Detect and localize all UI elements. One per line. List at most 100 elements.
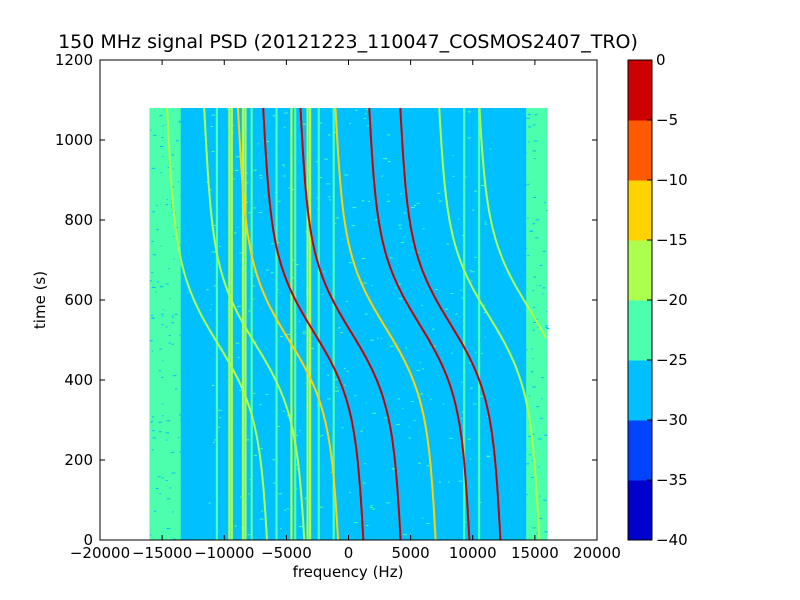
heatmap-cell <box>502 455 507 457</box>
heatmap-cell <box>180 485 183 487</box>
heatmap-cell <box>532 358 534 360</box>
heatmap-cell <box>164 204 169 206</box>
heatmap-cell <box>408 437 412 439</box>
heatmap-cell <box>519 419 522 421</box>
heatmap-cell <box>180 267 183 269</box>
heatmap-cell <box>253 275 255 277</box>
heatmap-cell <box>489 148 492 150</box>
heatmap-cell <box>426 465 429 467</box>
heatmap-cell <box>506 239 508 241</box>
heatmap-cell <box>541 377 544 379</box>
heatmap-cell <box>416 202 420 204</box>
heatmap-cell <box>201 369 204 371</box>
heatmap-cell <box>156 281 160 283</box>
heatmap-cell <box>433 345 436 347</box>
heatmap-cell <box>398 283 402 285</box>
colorbar: −40 −35 −30 −25 −20 −15 −10 −5 0 <box>627 51 688 549</box>
heatmap-cell <box>495 348 498 350</box>
heatmap-cell <box>178 121 181 123</box>
heatmap-cell <box>299 525 303 527</box>
heatmap-cell <box>197 132 200 134</box>
heatmap-cell <box>525 349 528 351</box>
heatmap-cell <box>201 412 205 414</box>
spectral-line <box>244 108 247 540</box>
x-tick-label: −10000 <box>194 544 254 562</box>
heatmap-cell <box>298 320 301 322</box>
heatmap-cell <box>302 123 307 125</box>
heatmap-cell <box>191 191 193 193</box>
heatmap-cell <box>505 138 509 140</box>
heatmap-cell <box>519 328 523 330</box>
heatmap-cell <box>349 122 352 124</box>
heatmap-cell <box>507 249 509 251</box>
heatmap-cell <box>327 196 331 198</box>
heatmap-cell <box>496 366 498 368</box>
heatmap-cell <box>515 388 520 390</box>
heatmap-cell <box>234 169 239 171</box>
heatmap-cell <box>251 285 256 287</box>
colorbar-segment <box>628 420 652 481</box>
heatmap-cell <box>158 431 162 433</box>
colorbar-tick-label: −10 <box>656 171 688 189</box>
heatmap-cell <box>467 111 471 113</box>
heatmap-cell <box>452 175 455 177</box>
heatmap-cell <box>442 403 445 405</box>
heatmap-cell <box>217 426 221 428</box>
heatmap-cell <box>201 149 204 151</box>
heatmap-cell <box>494 153 499 155</box>
heatmap-cell <box>171 472 176 474</box>
heatmap-cell <box>213 285 216 287</box>
heatmap-cell <box>304 498 307 500</box>
heatmap-cell <box>397 398 401 400</box>
heatmap-cell <box>470 280 473 282</box>
heatmap-cell <box>404 236 406 238</box>
heatmap-cell <box>396 424 400 426</box>
heatmap-cell <box>281 164 286 166</box>
heatmap-cell <box>209 309 211 311</box>
heatmap-cell <box>186 303 191 305</box>
chart-title: 150 MHz signal PSD (20121223_110047_COSM… <box>58 31 638 53</box>
heatmap-cell <box>151 286 156 288</box>
colorbar-segment <box>628 60 652 121</box>
heatmap-cell <box>484 223 488 225</box>
heatmap-cell <box>526 494 528 496</box>
heatmap-cell <box>392 468 396 470</box>
heatmap-cell <box>383 157 387 159</box>
heatmap-cell <box>411 206 415 208</box>
heatmap-cell <box>507 256 511 258</box>
heatmap-cell <box>458 480 463 482</box>
heatmap-cell <box>432 328 434 330</box>
heatmap-cell <box>533 321 537 323</box>
heatmap-cell <box>294 264 299 266</box>
heatmap-cell <box>355 109 358 111</box>
heatmap-cell <box>253 392 256 394</box>
colorbar-tick-label: −30 <box>656 411 688 429</box>
heatmap-cell <box>494 204 498 206</box>
heatmap-cell <box>400 193 403 195</box>
heatmap-cell <box>151 167 156 169</box>
heatmap-cell <box>161 137 166 139</box>
heatmap-cell <box>218 409 222 411</box>
heatmap-cell <box>474 352 477 354</box>
heatmap-cell <box>156 229 159 231</box>
heatmap-cell <box>518 210 522 212</box>
heatmap-cell <box>344 174 349 176</box>
heatmap-cell <box>335 390 339 392</box>
heatmap-cell <box>183 167 186 169</box>
heatmap-cell <box>461 381 463 383</box>
heatmap-cell <box>186 241 190 243</box>
heatmap-cell <box>361 200 365 202</box>
heatmap-cell <box>199 158 204 160</box>
heatmap-cell <box>286 508 290 510</box>
heatmap-cell <box>491 505 493 507</box>
heatmap-cell <box>282 410 285 412</box>
heatmap-cell <box>520 318 523 320</box>
x-tick-label: 10000 <box>449 544 497 562</box>
heatmap-cell <box>532 223 536 225</box>
heatmap-cell <box>246 439 250 441</box>
heatmap-cell <box>543 499 547 501</box>
heatmap-cell <box>202 484 207 486</box>
heatmap-cell <box>195 404 198 406</box>
heatmap-cell <box>150 421 153 423</box>
heatmap-cell <box>530 371 534 373</box>
